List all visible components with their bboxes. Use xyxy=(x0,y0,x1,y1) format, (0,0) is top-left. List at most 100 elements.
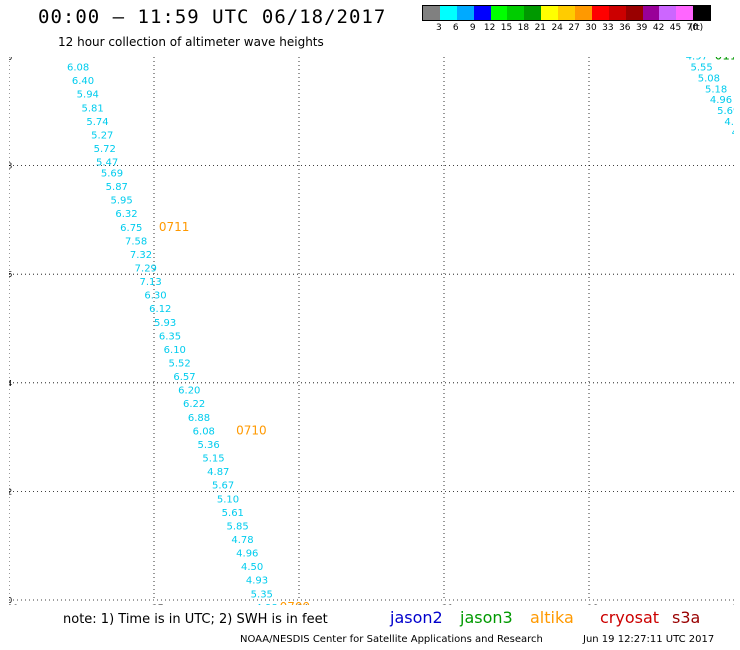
west_track-wave-height: 5.15 xyxy=(202,454,224,465)
east_track-wave-height: 4.56 xyxy=(724,117,734,128)
page-title: 00:00 – 11:59 UTC 06/18/2017 xyxy=(38,6,387,28)
west_track-wave-height: 6.35 xyxy=(159,331,181,342)
east_track-wave-height: 5.08 xyxy=(698,73,720,84)
color-scale-label: (ft) xyxy=(689,23,704,33)
color-swatch xyxy=(676,6,694,20)
color-scale-label: 27 xyxy=(568,23,580,33)
color-scale-label: 36 xyxy=(619,23,631,33)
credit-line: NOAA/NESDIS Center for Satellite Applica… xyxy=(240,634,543,645)
color-swatch xyxy=(558,6,576,20)
west_track-wave-height: 5.81 xyxy=(82,103,104,114)
west_track-wave-height: 5.85 xyxy=(62,57,84,60)
west_track-wave-height: 5.10 xyxy=(217,494,239,505)
west_track-wave-height: 5.74 xyxy=(86,117,108,128)
pass-time-label: 0710 xyxy=(236,423,267,437)
east_track-wave-height: 4.7 xyxy=(732,128,734,139)
west_track-wave-height: 4.93 xyxy=(246,576,268,587)
color-scale-swatches xyxy=(422,5,712,21)
color-scale-label: 21 xyxy=(534,23,547,33)
satellite-s3a: s3a xyxy=(672,608,701,627)
west_track-wave-height: 4.87 xyxy=(207,467,229,478)
color-scale-label: 39 xyxy=(635,23,648,33)
color-swatch xyxy=(608,6,626,20)
lat-tick-label: 42 xyxy=(9,487,12,496)
lon-tick-label: −24 xyxy=(290,604,309,605)
color-swatch xyxy=(591,6,609,20)
pass-time-label: 0115 xyxy=(715,57,734,63)
color-scale-labels: 3 6 9 12 15 18 21 24 27 30 33 36 39 42 45 70 (ft) xyxy=(422,21,711,35)
pass-time-label: 0711 xyxy=(159,220,190,234)
lat-tick-label: 40 xyxy=(9,596,12,605)
lat-tick-label: 46 xyxy=(9,270,12,279)
west_track-wave-height: 5.72 xyxy=(94,144,116,155)
west_track-wave-height: 5.87 xyxy=(106,182,128,193)
west_track-wave-height: 7.58 xyxy=(125,236,147,247)
page-subtitle: 12 hour collection of altimeter wave hei… xyxy=(58,35,324,49)
west_track-wave-height: 5.85 xyxy=(227,521,249,532)
west_track-wave-height: 4.50 xyxy=(241,562,263,573)
color-swatch xyxy=(541,6,559,20)
west_track-wave-height: 5.47 xyxy=(96,158,118,169)
west_track-wave-height: 6.30 xyxy=(144,291,166,302)
color-swatch xyxy=(575,6,592,20)
lon-tick-label: −18 xyxy=(580,604,599,605)
satellite-jason2: jason2 xyxy=(390,608,443,627)
west_track-wave-height: 5.93 xyxy=(154,318,176,329)
color-swatch xyxy=(473,6,491,20)
west_track-wave-height: 6.88 xyxy=(188,413,210,424)
footnote: note: 1) Time is in UTC; 2) SWH is in fe… xyxy=(63,612,328,627)
color-swatch xyxy=(423,6,440,20)
color-swatch xyxy=(625,6,643,20)
west_track-wave-height: 7.29 xyxy=(135,263,157,274)
color-swatch xyxy=(524,6,542,20)
color-swatch xyxy=(490,6,508,20)
wave-height-color-scale: 3 6 9 12 15 18 21 24 27 30 33 36 39 42 45 70 (ft) xyxy=(422,5,712,35)
west_track-wave-height: 4.96 xyxy=(236,549,258,560)
lat-tick-label: 44 xyxy=(9,379,12,388)
color-swatch xyxy=(693,6,711,20)
west_track-wave-height: 5.61 xyxy=(222,508,244,519)
color-scale-label: 30 xyxy=(585,23,597,33)
west_track-wave-height: 5.69 xyxy=(101,168,123,179)
west_track-wave-height: 6.08 xyxy=(67,63,89,74)
west_track-wave-height: 5.52 xyxy=(169,359,191,370)
color-scale-label: 45 xyxy=(669,23,682,33)
lon-tick-label: −30 xyxy=(9,604,19,605)
west_track-wave-height: 5.67 xyxy=(212,481,234,492)
color-swatch xyxy=(659,6,677,20)
east_track-wave-height: 5.69 xyxy=(717,106,734,117)
east_track-wave-height: 5.18 xyxy=(705,84,727,95)
color-swatch xyxy=(507,6,525,20)
west_track-wave-height: 4.98 xyxy=(256,603,278,605)
west_track-wave-height: 7.32 xyxy=(130,250,152,261)
west_track-wave-height: 6.10 xyxy=(164,345,186,356)
west_track-wave-height: 7.13 xyxy=(140,277,162,288)
color-scale-label: 18 xyxy=(517,23,530,33)
color-scale-label: 70 xyxy=(686,23,699,33)
west_track-wave-height: 6.08 xyxy=(193,426,215,437)
west_track-wave-height: 6.75 xyxy=(120,223,142,234)
lat-tick-label: 50 xyxy=(9,57,12,62)
pass-time-label: 0709 xyxy=(280,600,311,605)
color-scale-label: 33 xyxy=(602,23,614,33)
west_track-wave-height: 6.12 xyxy=(149,304,171,315)
west_track-wave-height: 6.22 xyxy=(183,399,205,410)
color-scale-label: 6 xyxy=(452,23,459,33)
satellite-jason3: jason3 xyxy=(460,608,513,627)
west_track-wave-height: 5.94 xyxy=(77,90,99,101)
lon-tick-label: −27 xyxy=(145,604,164,605)
color-scale-label: 24 xyxy=(551,23,563,33)
color-swatch xyxy=(642,6,660,20)
color-scale-label: 3 xyxy=(436,23,442,33)
color-scale-label: 9 xyxy=(469,23,476,33)
west_track-wave-height: 6.40 xyxy=(72,76,94,87)
generation-timestamp: Jun 19 12:27:11 UTC 2017 xyxy=(583,634,715,645)
west_track-wave-height: 6.20 xyxy=(178,386,200,397)
satellite-altika: altika xyxy=(530,608,574,627)
color-scale-label: 12 xyxy=(483,23,496,33)
west_track-wave-height: 6.32 xyxy=(115,209,137,220)
lon-tick-label: −15 xyxy=(725,604,735,605)
color-swatch xyxy=(456,6,474,20)
color-swatch xyxy=(439,6,457,20)
west_track-wave-height: 5.35 xyxy=(251,589,273,600)
